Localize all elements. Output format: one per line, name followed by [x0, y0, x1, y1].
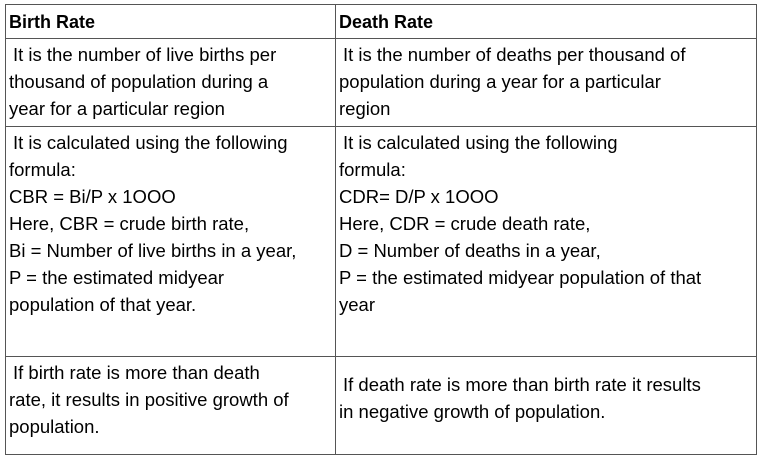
- growth-row: If birth rate is more than death rate, i…: [5, 356, 757, 455]
- death-formula-line: year: [339, 294, 375, 315]
- death-growth-cell: If death rate is more than birth rate it…: [335, 356, 757, 455]
- birth-formula-line: It is calculated using the following: [13, 132, 288, 153]
- birth-definition-line: thousand of population during a: [9, 71, 269, 92]
- death-formula-line: It is calculated using the following: [343, 132, 618, 153]
- death-definition-line: population during a year for a particula…: [339, 71, 661, 92]
- comparison-table-container: Birth Rate Death Rate It is the number o…: [5, 4, 757, 455]
- formula-row: It is calculated using the following for…: [5, 126, 757, 357]
- death-definition-line: It is the number of deaths per thousand …: [343, 44, 686, 65]
- death-formula-cell: It is calculated using the following for…: [335, 126, 757, 357]
- birth-death-rate-table: Birth Rate Death Rate It is the number o…: [5, 4, 757, 455]
- birth-formula-line: Bi = Number of live births in a year,: [9, 240, 297, 261]
- birth-formula-line: Here, CBR = crude birth rate,: [9, 213, 250, 234]
- death-formula-line: formula:: [339, 159, 406, 180]
- birth-formula-line: P = the estimated midyear: [9, 267, 225, 288]
- birth-growth-line: If birth rate is more than death: [13, 362, 260, 383]
- death-formula-line: P = the estimated midyear population of …: [339, 267, 702, 288]
- birth-growth-line: population.: [9, 416, 100, 437]
- death-definition-line: region: [339, 98, 391, 119]
- death-growth-line: If death rate is more than birth rate it…: [343, 374, 701, 395]
- header-birth-rate: Birth Rate: [5, 4, 336, 39]
- birth-formula-line: population of that year.: [9, 294, 197, 315]
- death-growth-line: in negative growth of population.: [339, 401, 606, 422]
- birth-growth-cell: If birth rate is more than death rate, i…: [5, 356, 336, 455]
- death-formula-line: CDR= D/P x 1OOO: [339, 186, 499, 207]
- birth-definition-line: year for a particular region: [9, 98, 225, 119]
- death-formula-line: D = Number of deaths in a year,: [339, 240, 601, 261]
- death-definition-cell: It is the number of deaths per thousand …: [335, 38, 757, 127]
- birth-growth-line: rate, it results in positive growth of: [9, 389, 289, 410]
- header-death-rate: Death Rate: [335, 4, 757, 39]
- birth-formula-line: CBR = Bi/P x 1OOO: [9, 186, 176, 207]
- definition-row: It is the number of live births per thou…: [5, 38, 757, 127]
- birth-formula-line: formula:: [9, 159, 76, 180]
- birth-definition-line: It is the number of live births per: [13, 44, 277, 65]
- header-row: Birth Rate Death Rate: [5, 4, 757, 39]
- death-formula-line: Here, CDR = crude death rate,: [339, 213, 591, 234]
- birth-definition-cell: It is the number of live births per thou…: [5, 38, 336, 127]
- birth-formula-cell: It is calculated using the following for…: [5, 126, 336, 357]
